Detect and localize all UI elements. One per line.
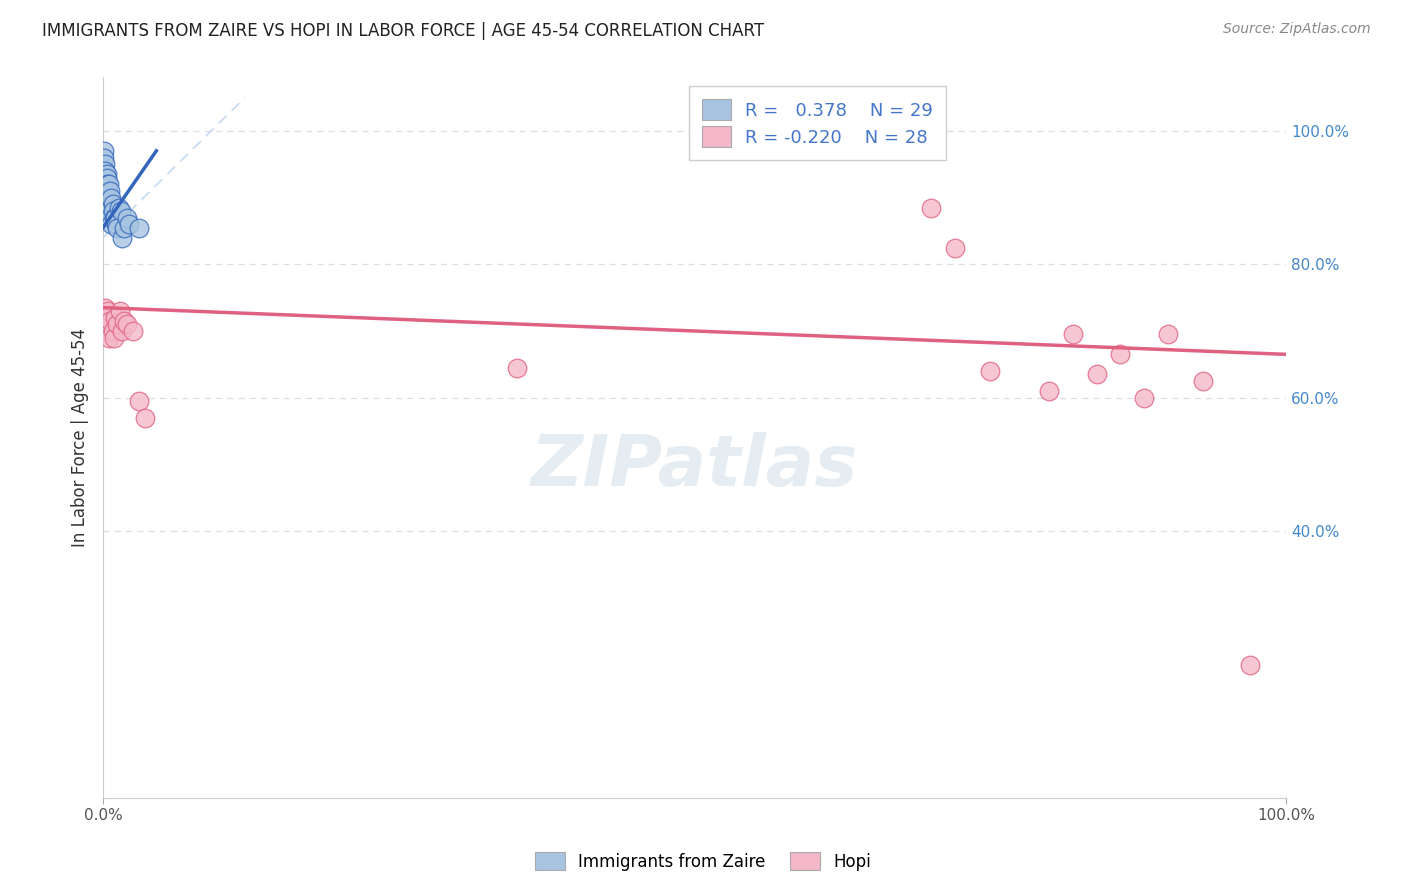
Point bbox=[98, 184, 121, 198]
Point bbox=[115, 318, 138, 332]
Point bbox=[93, 151, 115, 165]
Legend: Immigrants from Zaire, Hopi: Immigrants from Zaire, Hopi bbox=[526, 844, 880, 880]
Point bbox=[1062, 327, 1084, 342]
Point bbox=[118, 217, 141, 231]
Point bbox=[96, 170, 118, 185]
Point bbox=[97, 190, 120, 204]
Text: Source: ZipAtlas.com: Source: ZipAtlas.com bbox=[1223, 22, 1371, 37]
Text: ZIPatlas: ZIPatlas bbox=[531, 432, 858, 501]
Point bbox=[134, 410, 156, 425]
Point bbox=[1109, 347, 1132, 361]
Point bbox=[101, 324, 124, 338]
Point bbox=[101, 203, 124, 218]
Point bbox=[104, 211, 127, 225]
Point bbox=[105, 217, 128, 231]
Point bbox=[104, 310, 127, 325]
Point bbox=[105, 220, 128, 235]
Text: IMMIGRANTS FROM ZAIRE VS HOPI IN LABOR FORCE | AGE 45-54 CORRELATION CHART: IMMIGRANTS FROM ZAIRE VS HOPI IN LABOR F… bbox=[42, 22, 765, 40]
Legend: R =   0.378    N = 29, R = -0.220    N = 28: R = 0.378 N = 29, R = -0.220 N = 28 bbox=[689, 87, 946, 160]
Point bbox=[100, 217, 122, 231]
Point bbox=[107, 201, 129, 215]
Point bbox=[96, 178, 118, 192]
Point bbox=[98, 197, 121, 211]
Point bbox=[98, 331, 121, 345]
Point bbox=[94, 164, 117, 178]
Point bbox=[128, 220, 150, 235]
Point bbox=[98, 211, 121, 225]
Point bbox=[506, 360, 529, 375]
Point bbox=[1133, 391, 1156, 405]
Point bbox=[115, 211, 138, 225]
Point bbox=[112, 220, 135, 235]
Point bbox=[94, 157, 117, 171]
Point bbox=[110, 203, 132, 218]
Point bbox=[98, 178, 121, 192]
Point bbox=[111, 230, 134, 244]
Point bbox=[103, 211, 125, 225]
Point bbox=[1239, 657, 1261, 672]
Point bbox=[97, 184, 120, 198]
Point bbox=[979, 364, 1001, 378]
Point bbox=[105, 318, 128, 332]
Point bbox=[128, 394, 150, 409]
Point bbox=[1156, 327, 1178, 342]
Point bbox=[108, 304, 131, 318]
Point bbox=[94, 301, 117, 315]
Point bbox=[97, 304, 120, 318]
Y-axis label: In Labor Force | Age 45-54: In Labor Force | Age 45-54 bbox=[72, 328, 89, 548]
Point bbox=[1038, 384, 1060, 398]
Point bbox=[121, 324, 143, 338]
Point bbox=[96, 167, 118, 181]
Point bbox=[112, 314, 135, 328]
Point bbox=[98, 314, 121, 328]
Point bbox=[93, 144, 115, 158]
Point bbox=[1192, 374, 1215, 388]
Point bbox=[100, 190, 122, 204]
Point bbox=[98, 203, 121, 218]
Point bbox=[943, 241, 966, 255]
Point bbox=[96, 310, 118, 325]
Point bbox=[103, 331, 125, 345]
Point bbox=[101, 197, 124, 211]
Point bbox=[1085, 368, 1108, 382]
Point bbox=[920, 201, 942, 215]
Point bbox=[111, 324, 134, 338]
